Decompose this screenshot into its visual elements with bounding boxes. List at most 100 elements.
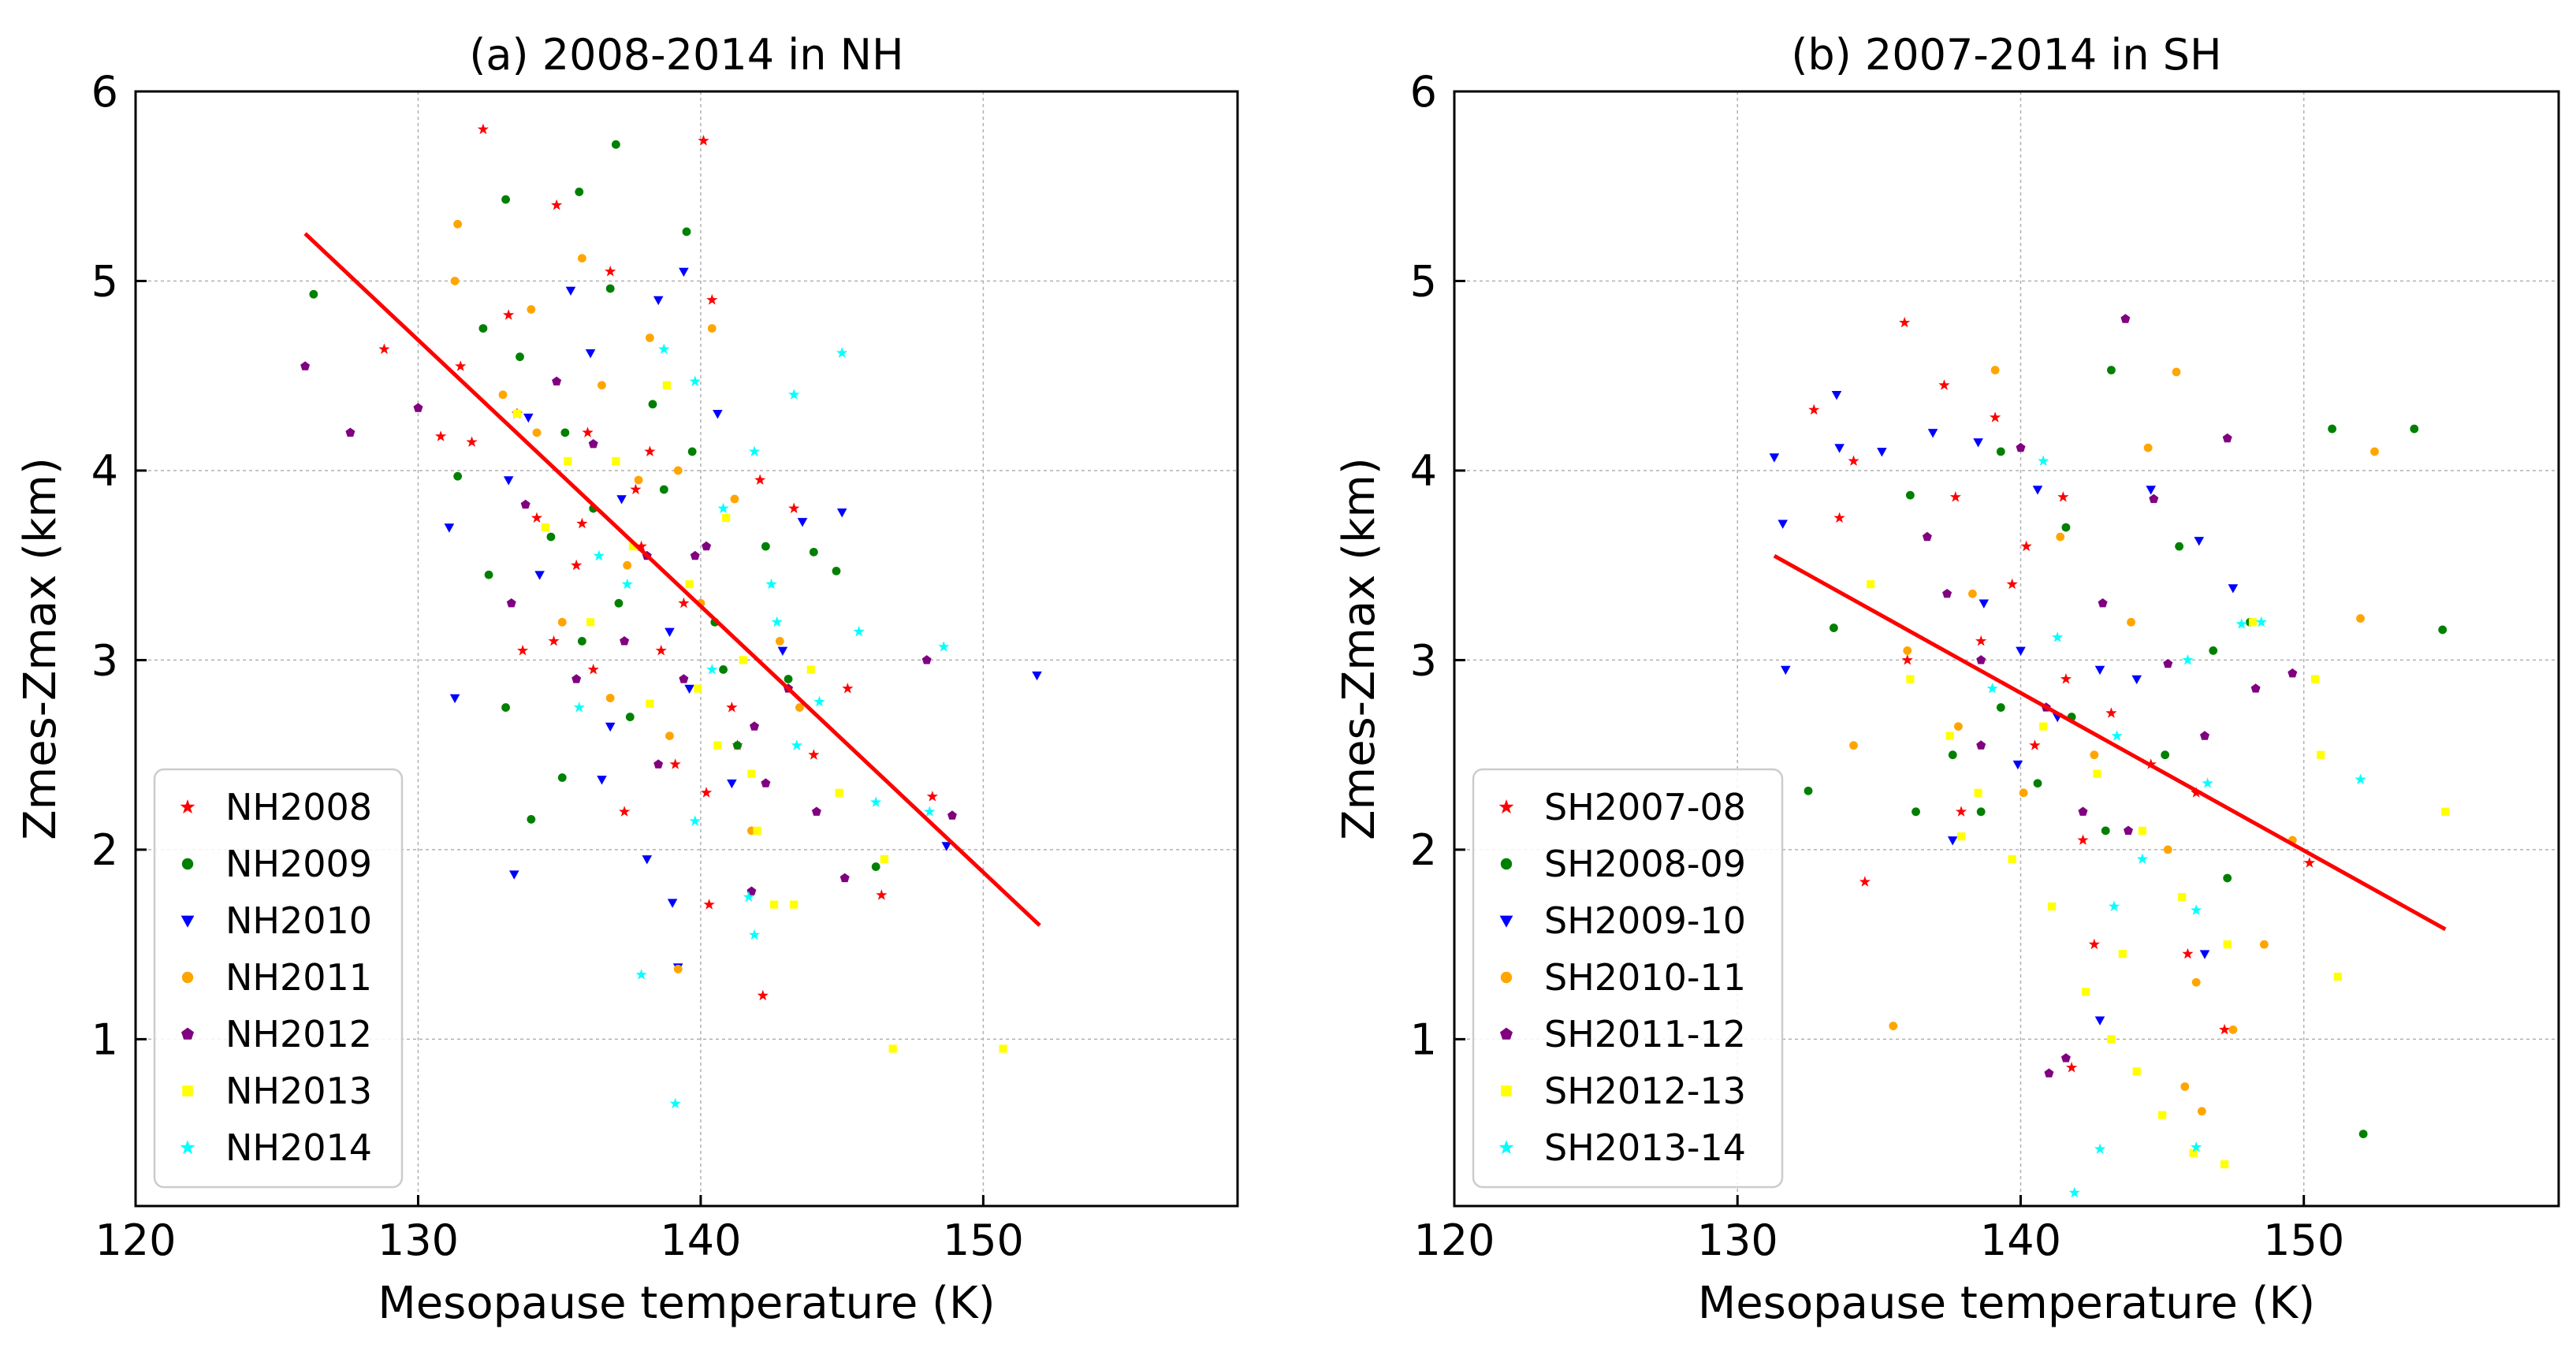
data-point (503, 476, 514, 486)
data-point (1833, 512, 1845, 523)
data-point (679, 674, 689, 683)
data-point (2016, 646, 2026, 656)
data-point (2182, 653, 2194, 665)
data-point (565, 286, 576, 296)
data-point (1906, 675, 1915, 683)
data-point (726, 702, 738, 713)
legend-label: NH2012 (225, 1013, 372, 1055)
data-point (1778, 519, 1788, 529)
y-tick-label: 3 (1410, 635, 1437, 685)
data-point (517, 644, 529, 656)
data-point (2317, 750, 2325, 759)
legend-item: SH2007-08 (1498, 786, 1746, 828)
data-point (701, 787, 713, 798)
data-point (453, 471, 463, 481)
data-point (771, 616, 783, 627)
data-point (2311, 675, 2320, 683)
data-point (2438, 625, 2448, 635)
legend-label: SH2008-09 (1544, 843, 1746, 885)
data-point (2061, 523, 2071, 532)
data-point (842, 683, 854, 694)
data-point (2057, 491, 2069, 502)
x-axis-label: Mesopause temperature (K) (378, 1278, 995, 1329)
data-point (702, 541, 712, 551)
y-tick-label: 3 (91, 635, 118, 685)
data-point (788, 389, 800, 400)
data-point (2328, 424, 2337, 434)
data-point (2222, 433, 2232, 443)
legend: NH2008 NH2009 NH2010 NH2011 NH2012 NH2013 NH20… (153, 768, 404, 1189)
series-nh2014 (573, 343, 950, 1109)
data-point (1949, 491, 1961, 502)
data-point (582, 426, 594, 437)
data-point (750, 721, 759, 731)
series-nh2012 (300, 361, 957, 895)
data-point (947, 810, 957, 820)
data-point (2060, 1053, 2071, 1063)
data-point (557, 773, 567, 782)
data-point (413, 403, 423, 412)
data-point (1973, 438, 1983, 448)
data-point (694, 684, 702, 693)
data-point (1990, 366, 2000, 374)
data-point (444, 523, 455, 533)
data-point (2107, 1035, 2116, 1044)
legend-item: NH2009 (181, 843, 372, 885)
legend-label: NH2014 (225, 1126, 372, 1169)
data-point (509, 870, 519, 880)
series-nh2013 (512, 381, 1007, 1053)
data-point (1956, 832, 1966, 841)
legend-marker (1499, 915, 1513, 928)
legend-label: SH2009-10 (1544, 899, 1746, 942)
data-point (501, 195, 510, 204)
data-point (2180, 1082, 2190, 1091)
data-point (1979, 599, 1990, 609)
data-point (682, 227, 691, 236)
data-point (664, 627, 675, 637)
data-point (2136, 853, 2149, 864)
data-point (2175, 542, 2184, 551)
data-point (2107, 366, 2116, 374)
legend-label: NH2008 (225, 786, 372, 828)
data-point (2228, 584, 2239, 594)
data-point (706, 664, 718, 675)
data-point (2077, 834, 2089, 845)
data-point (576, 517, 588, 529)
legend-label: NH2009 (225, 843, 372, 885)
data-point (1927, 429, 1938, 438)
data-point (2120, 314, 2131, 323)
data-point (1901, 653, 1913, 665)
data-point (1976, 655, 1986, 664)
data-point (612, 456, 620, 465)
data-point (2038, 455, 2049, 466)
data-point (587, 664, 599, 675)
data-point (2163, 658, 2173, 668)
legend-marker (1500, 971, 1513, 984)
data-point (449, 694, 460, 704)
data-point (739, 656, 747, 664)
data-point (713, 741, 722, 750)
data-point (571, 559, 583, 571)
data-point (2178, 892, 2187, 902)
axis-ticks: 120 130 140 150 1 2 3 4 5 6 (1410, 67, 2345, 1265)
data-point (642, 855, 653, 865)
data-point (2200, 731, 2209, 740)
data-point (1032, 671, 1042, 681)
data-point (698, 135, 709, 146)
data-point (2248, 618, 2258, 627)
data-point (532, 428, 542, 437)
data-point (605, 694, 615, 702)
data-point (477, 123, 489, 135)
data-point (808, 749, 820, 760)
data-point (2209, 646, 2218, 655)
data-point (687, 447, 697, 456)
data-point (2044, 1068, 2054, 1078)
data-point (634, 475, 643, 485)
data-point (557, 617, 567, 627)
data-point (669, 1097, 681, 1109)
data-point (921, 655, 932, 664)
data-point (1877, 448, 1887, 457)
data-point (784, 675, 793, 683)
data-point (575, 188, 584, 196)
data-point (662, 381, 671, 389)
